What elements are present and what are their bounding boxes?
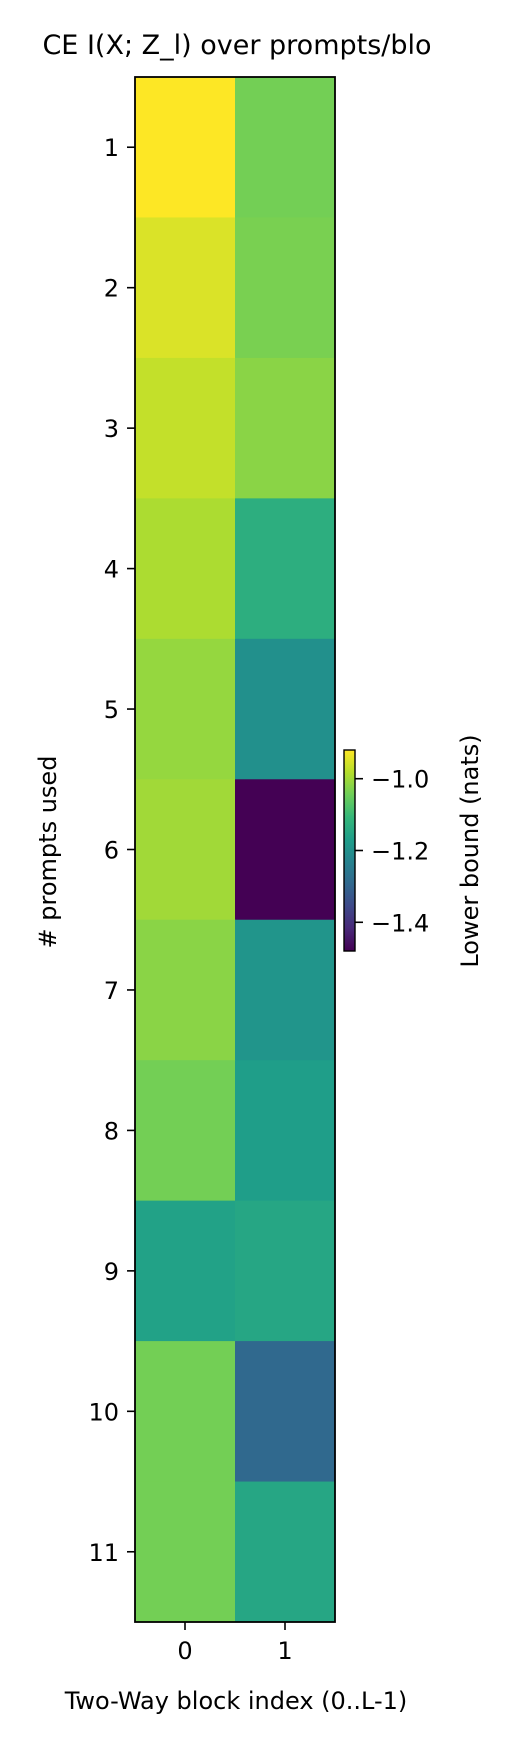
y-tick-label: 11 — [88, 1539, 119, 1567]
heatmap-cell — [235, 357, 336, 499]
y-tick-label: 10 — [88, 1398, 119, 1426]
colorbar-gradient — [343, 749, 356, 952]
heatmap-cell — [135, 1341, 236, 1483]
colorbar-tick-label: −1.4 — [371, 909, 429, 937]
heatmap-cell — [135, 1200, 236, 1342]
colorbar-ticks: −1.0 −1.2 −1.4 — [355, 766, 429, 937]
colorbar: −1.0 −1.2 −1.4 Lower bound (nats) — [343, 734, 484, 968]
heatmap-cell — [135, 77, 236, 218]
heatmap-cell — [235, 638, 336, 780]
y-tick-label: 8 — [104, 1117, 119, 1145]
x-tick-label: 0 — [177, 1637, 192, 1665]
heatmap-cell — [135, 498, 236, 640]
chart-title: CE I(X; Z_l) over prompts/blo — [42, 30, 431, 61]
y-tick-label: 2 — [104, 275, 119, 303]
heatmap-cell — [235, 498, 336, 640]
heatmap-cells — [135, 77, 336, 1623]
heatmap-cell — [235, 779, 336, 921]
heatmap-cell — [235, 77, 336, 218]
heatmap-cell — [235, 1341, 336, 1483]
y-axis-label: # prompts used — [34, 756, 62, 949]
colorbar-label: Lower bound (nats) — [456, 734, 484, 967]
y-tick-label: 9 — [104, 1258, 119, 1286]
colorbar-tick-label: −1.2 — [371, 838, 429, 866]
x-axis-label: Two-Way block index (0..L-1) — [64, 1687, 408, 1715]
y-axis-ticks: 1 2 3 4 5 6 7 8 9 10 11 — [88, 134, 135, 1567]
heatmap-cell — [235, 919, 336, 1061]
heatmap-cell — [235, 1481, 336, 1623]
colorbar-tick-label: −1.0 — [371, 766, 429, 794]
heatmap-cell — [135, 1060, 236, 1202]
x-tick-label: 1 — [277, 1637, 292, 1665]
y-tick-label: 3 — [104, 415, 119, 443]
y-tick-label: 6 — [104, 837, 119, 865]
heatmap-cell — [235, 1200, 336, 1342]
heatmap-cell — [135, 779, 236, 921]
heatmap-cell — [135, 217, 236, 359]
y-tick-label: 4 — [104, 556, 119, 584]
heatmap-cell — [235, 1060, 336, 1202]
heatmap-cell — [135, 357, 236, 499]
heatmap-cell — [235, 217, 336, 359]
y-tick-label: 1 — [104, 134, 119, 162]
y-tick-label: 5 — [104, 696, 119, 724]
heatmap-cell — [135, 638, 236, 780]
heatmap-cell — [135, 1481, 236, 1623]
heatmap-cell — [135, 919, 236, 1061]
y-tick-label: 7 — [104, 977, 119, 1005]
